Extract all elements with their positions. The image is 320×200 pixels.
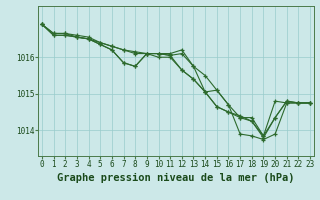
X-axis label: Graphe pression niveau de la mer (hPa): Graphe pression niveau de la mer (hPa) (57, 173, 295, 183)
